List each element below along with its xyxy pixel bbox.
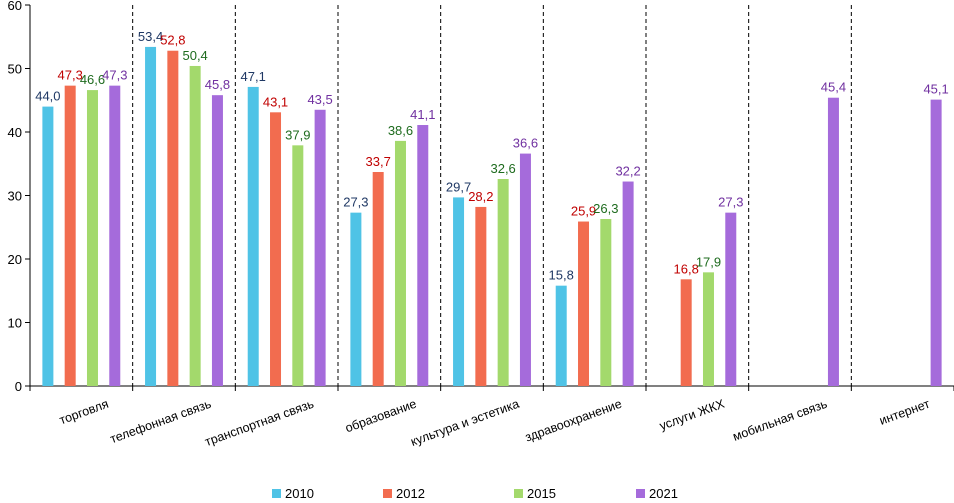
bar-2015 [497,178,509,386]
data-label-2012: 47,3 [58,68,83,83]
bar-2015 [292,145,304,386]
bar-2015 [702,272,714,386]
legend-label-2015: 2015 [527,486,556,501]
bar-2021 [725,212,737,386]
data-label-2021: 32,2 [615,164,640,179]
data-labels: 44,0 53,4 47,1 27,3 29,7 15,8 47,3 52,8 43,1 33,7… [35,29,949,283]
data-label-2010: 29,7 [446,179,471,194]
category-label: транспортная связь [203,397,316,449]
category-label: образование [343,397,418,436]
bar-2010 [453,197,465,386]
y-tick-label: 0 [15,379,22,394]
data-label-2012: 28,2 [468,189,493,204]
data-label-2010: 15,8 [549,268,574,283]
data-label-2012: 52,8 [160,33,185,48]
category-label: услуги ЖКХ [658,396,727,433]
legend-swatch-2010 [272,489,281,498]
bar-2012 [475,206,487,386]
data-label-2010: 47,1 [241,69,266,84]
category-label: телефонная связь [108,397,213,447]
y-tick-label: 40 [8,125,22,140]
bar-2015 [189,65,201,387]
bar-2015 [86,90,98,386]
bar-2021 [519,153,531,386]
category-label: мобильная связь [731,397,829,444]
data-label-2021: 47,3 [102,68,127,83]
bar-2012 [167,50,179,386]
category-label: торговля [57,397,110,428]
legend: 2010 2012 2015 2021 [272,486,678,501]
bar-2021 [417,125,429,386]
data-label-2015: 26,3 [593,201,618,216]
bar-2010 [350,212,362,386]
data-label-2015: 50,4 [182,48,207,63]
data-label-2012: 16,8 [674,261,699,276]
bar-2010 [555,285,567,386]
category-label: здравоохранение [523,397,623,445]
bar-2012 [680,279,692,386]
bar-2021 [930,99,942,387]
data-label-2021: 45,4 [821,80,846,95]
data-label-2012: 25,9 [571,204,596,219]
legend-label-2021: 2021 [649,486,678,501]
y-tick-label: 10 [8,316,22,331]
data-label-2015: 38,6 [388,123,413,138]
data-label-2010: 44,0 [35,89,60,104]
bar-2015 [600,218,612,386]
data-label-2015: 32,6 [490,161,515,176]
bar-2021 [211,95,223,387]
bar-2015 [394,140,406,386]
category-label: культура и эстетика [409,397,521,449]
y-tick-label: 20 [8,252,22,267]
bar-2021 [827,97,839,387]
bar-2012 [372,172,384,386]
bar-2010 [42,106,54,386]
data-label-2012: 33,7 [366,154,391,169]
data-label-2021: 45,1 [923,82,948,97]
bar-2012 [270,112,282,386]
legend-swatch-2015 [514,489,523,498]
bar-2021 [622,181,634,386]
category-label: интернет [878,397,932,428]
data-label-2021: 45,8 [205,77,230,92]
legend-label-2010: 2010 [285,486,314,501]
data-label-2015: 37,9 [285,127,310,142]
bar-2012 [578,221,590,386]
data-label-2021: 41,1 [410,107,435,122]
data-label-2015: 46,6 [80,72,105,87]
y-tick-label: 50 [8,62,22,77]
bar-2010 [145,46,157,386]
data-label-2021: 27,3 [718,195,743,210]
bar-2010 [247,86,259,386]
data-label-2021: 36,6 [513,136,538,151]
bars [42,46,942,387]
bar-2012 [64,85,76,387]
data-label-2015: 17,9 [696,254,721,269]
legend-swatch-2021 [636,489,645,498]
data-label-2021: 43,5 [307,92,332,107]
legend-label-2012: 2012 [396,486,425,501]
y-tick-label: 60 [8,0,22,13]
data-label-2010: 27,3 [343,195,368,210]
data-label-2012: 43,1 [263,94,288,109]
bar-2021 [109,85,121,387]
y-tick-label: 30 [8,189,22,204]
data-label-2010: 53,4 [138,29,163,44]
legend-swatch-2012 [383,489,392,498]
bar-2021 [314,109,326,387]
axes: 0 10 20 30 40 50 60 [8,0,954,394]
